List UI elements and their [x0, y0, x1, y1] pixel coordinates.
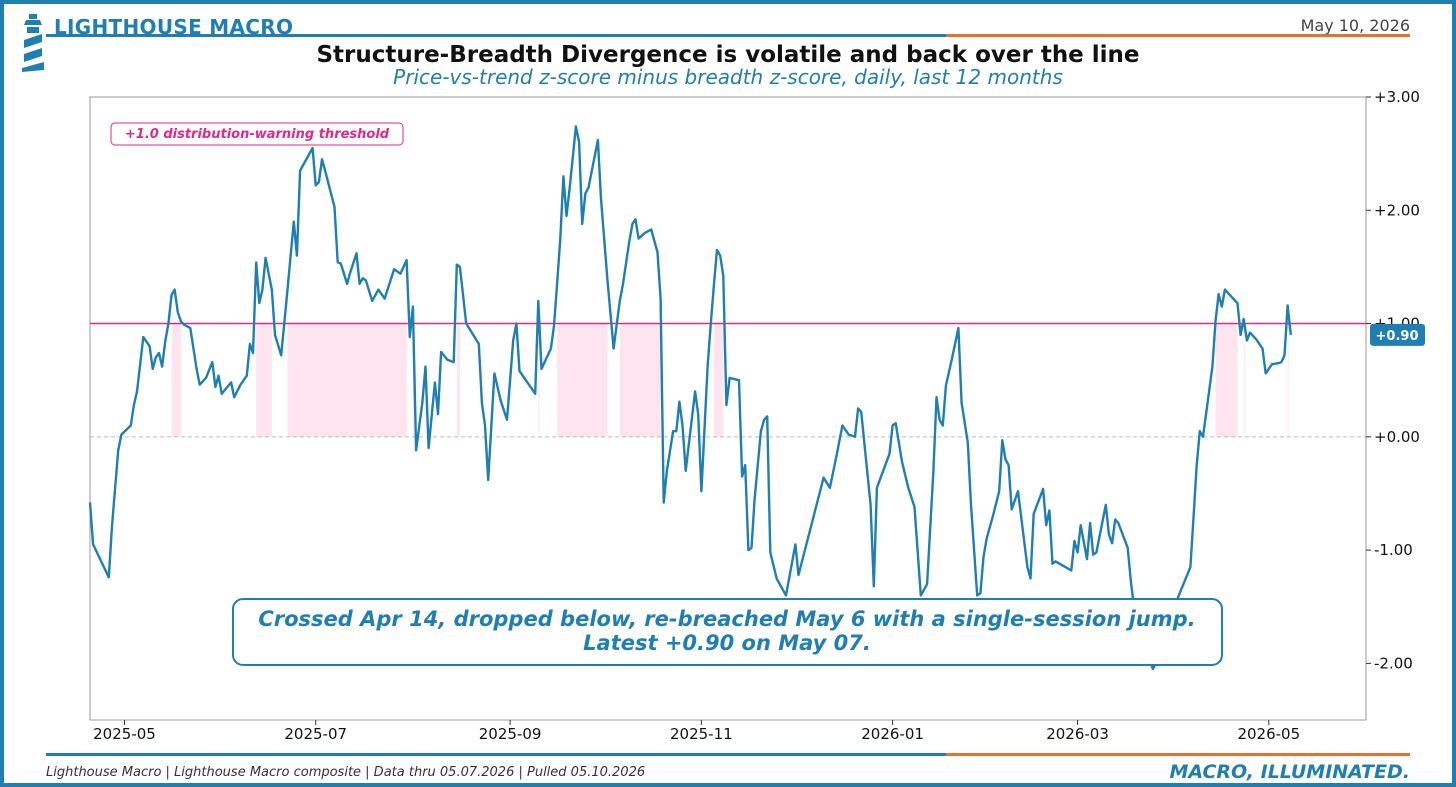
threshold-fill-region: [619, 323, 661, 437]
x-tick-label: 2026-05: [1237, 725, 1300, 743]
threshold-fill-region: [538, 323, 540, 437]
x-axis: 2025-05 2025-07 2025-09 2025-11 2026-01 2026-…: [93, 720, 1300, 743]
threshold-fill-region: [287, 323, 407, 437]
y-tick-label: -1.00: [1374, 541, 1413, 559]
x-tick-label: 2026-01: [861, 725, 924, 743]
header-rule: [46, 34, 1410, 37]
latest-value-text: +0.90: [1376, 329, 1419, 344]
tagline: MACRO, ILLUMINATED.: [1169, 761, 1410, 783]
x-tick-label: 2025-05: [93, 725, 156, 743]
threshold-label-text: +1.0 distribution-warning threshold: [125, 127, 390, 142]
x-tick-label: 2025-11: [670, 725, 733, 743]
lighthouse-logo-icon: [22, 14, 44, 72]
annotation-line-1: Crossed Apr 14, dropped below, re-breach…: [258, 607, 1195, 631]
threshold-fill-region: [1215, 323, 1238, 437]
threshold-fill-region: [456, 323, 460, 437]
threshold-fill-region: [256, 323, 272, 437]
x-tick-label: 2025-09: [479, 725, 542, 743]
y-tick-label: +0.00: [1374, 428, 1420, 446]
latest-value-badge: +0.90: [1370, 323, 1425, 346]
x-tick-label: 2026-03: [1046, 725, 1109, 743]
series-line: [88, 125, 1292, 671]
threshold-fill-region: [1287, 323, 1289, 437]
report-date: May 10, 2026: [1300, 16, 1410, 35]
annotation-box: Crossed Apr 14, dropped below, re-breach…: [232, 598, 1223, 666]
annotation-line-2: Latest +0.90 on May 07.: [583, 631, 871, 655]
chart-subtitle: Price-vs-trend z-score minus breadth z-s…: [393, 65, 1063, 89]
x-tick-label: 2025-07: [284, 725, 347, 743]
y-tick-label: +2.00: [1374, 201, 1420, 219]
threshold-fill-region: [1243, 323, 1245, 437]
chart-title: Structure-Breadth Divergence is volatile…: [316, 42, 1140, 68]
y-axis: +3.00+2.00+1.00+0.00-1.00-2.00: [1366, 88, 1420, 672]
threshold-fill-region: [557, 323, 608, 437]
threshold-label: +1.0 distribution-warning threshold: [110, 122, 404, 146]
y-tick-label: +3.00: [1374, 88, 1420, 106]
threshold-fill-regions: [171, 323, 1289, 437]
threshold-fill-region: [713, 323, 724, 437]
threshold-fill-region: [171, 323, 181, 437]
footer-rule: [46, 753, 1410, 756]
source-note: Lighthouse Macro | Lighthouse Macro comp…: [46, 765, 646, 780]
y-tick-label: -2.00: [1374, 654, 1413, 672]
